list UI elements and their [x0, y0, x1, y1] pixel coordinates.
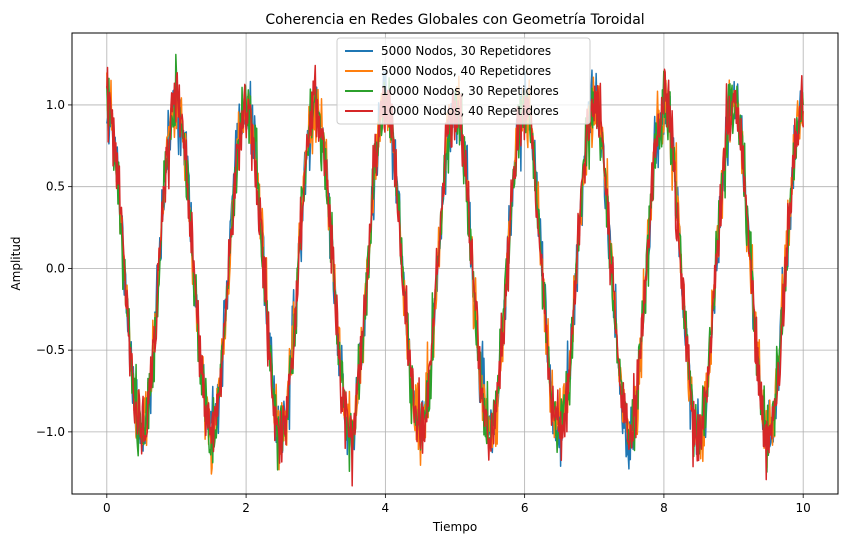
x-tick-label: 8 [660, 501, 668, 515]
legend-label: 5000 Nodos, 40 Repetidores [381, 64, 551, 78]
x-tick-label: 0 [103, 501, 111, 515]
legend-label: 10000 Nodos, 30 Repetidores [381, 84, 559, 98]
plot-area-frame [71, 32, 839, 495]
x-tick-label: 2 [242, 501, 250, 515]
x-axis-label: Tiempo [432, 520, 477, 534]
axis-ticks: 0 2 4 6 8 10 −1.0 −0.5 0.0 0.5 1.0 [36, 98, 811, 515]
legend-label: 5000 Nodos, 30 Repetidores [381, 44, 551, 58]
y-tick-label: 1.0 [46, 98, 65, 112]
legend-box [336, 37, 591, 125]
y-tick-label: −1.0 [36, 425, 65, 439]
y-tick-label: 0.5 [46, 180, 65, 194]
y-tick-label: 0.0 [46, 261, 65, 275]
x-tick-label: 10 [796, 501, 811, 515]
x-tick-label: 4 [382, 501, 390, 515]
y-tick-label: −0.5 [36, 343, 65, 357]
y-axis-label: Amplitud [9, 236, 23, 290]
legend-label: 10000 Nodos, 40 Repetidores [381, 104, 559, 118]
chart-title: Coherencia en Redes Globales con Geometr… [265, 12, 644, 28]
legend: 5000 Nodos, 30 Repetidores 5000 Nodos, 40… [336, 37, 591, 125]
x-tick-label: 6 [521, 501, 529, 515]
